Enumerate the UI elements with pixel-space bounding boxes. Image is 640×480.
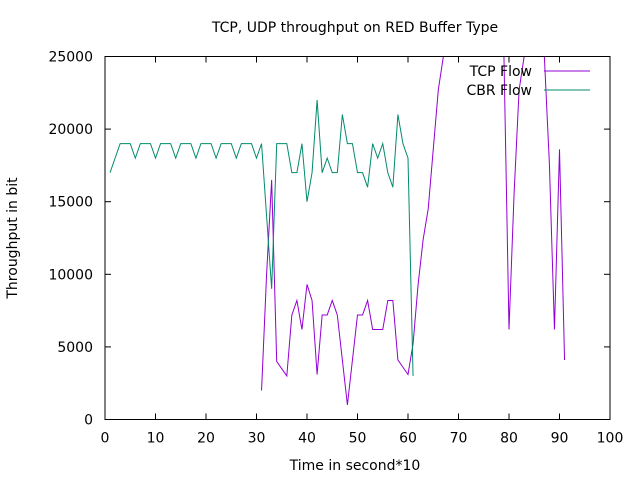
y-tick-label: 15000 — [48, 195, 93, 211]
series-line-cbr-flow — [109, 100, 414, 376]
y-tick-label: 5000 — [57, 340, 93, 356]
legend-label: CBR Flow — [466, 83, 532, 99]
x-tick-label: 90 — [551, 431, 569, 447]
x-tick-label: 80 — [500, 431, 518, 447]
x-tick-label: 70 — [450, 431, 468, 447]
x-tick-label: 100 — [597, 431, 624, 447]
legend: TCP Flow CBR Flow — [466, 64, 590, 99]
y-tick-label: 0 — [84, 413, 93, 429]
x-tick-label: 0 — [101, 431, 110, 447]
x-tick-label: 10 — [147, 431, 165, 447]
legend-label: TCP Flow — [469, 64, 532, 80]
y-tick-label: 25000 — [48, 50, 93, 66]
y-tick-label: 20000 — [48, 122, 93, 138]
y-axis-label: Throughput in bit — [5, 177, 21, 300]
x-tick-label: 50 — [349, 431, 367, 447]
x-tick-label: 40 — [298, 431, 316, 447]
x-tick-label: 20 — [197, 431, 215, 447]
series-line-tcp-flow — [261, 56, 566, 406]
y-tick-label: 10000 — [48, 267, 93, 283]
plot-frame — [104, 56, 611, 420]
chart-title: TCP, UDP throughput on RED Buffer Type — [211, 20, 498, 36]
series-layer — [109, 56, 566, 406]
x-tick-label: 30 — [248, 431, 266, 447]
x-axis-label: Time in second*10 — [289, 458, 421, 474]
ticks-layer: 0 10 20 30 40 50 60 70 80 90 100 0 5000 10000 15000 200… — [48, 50, 623, 447]
x-tick-label: 60 — [399, 431, 417, 447]
